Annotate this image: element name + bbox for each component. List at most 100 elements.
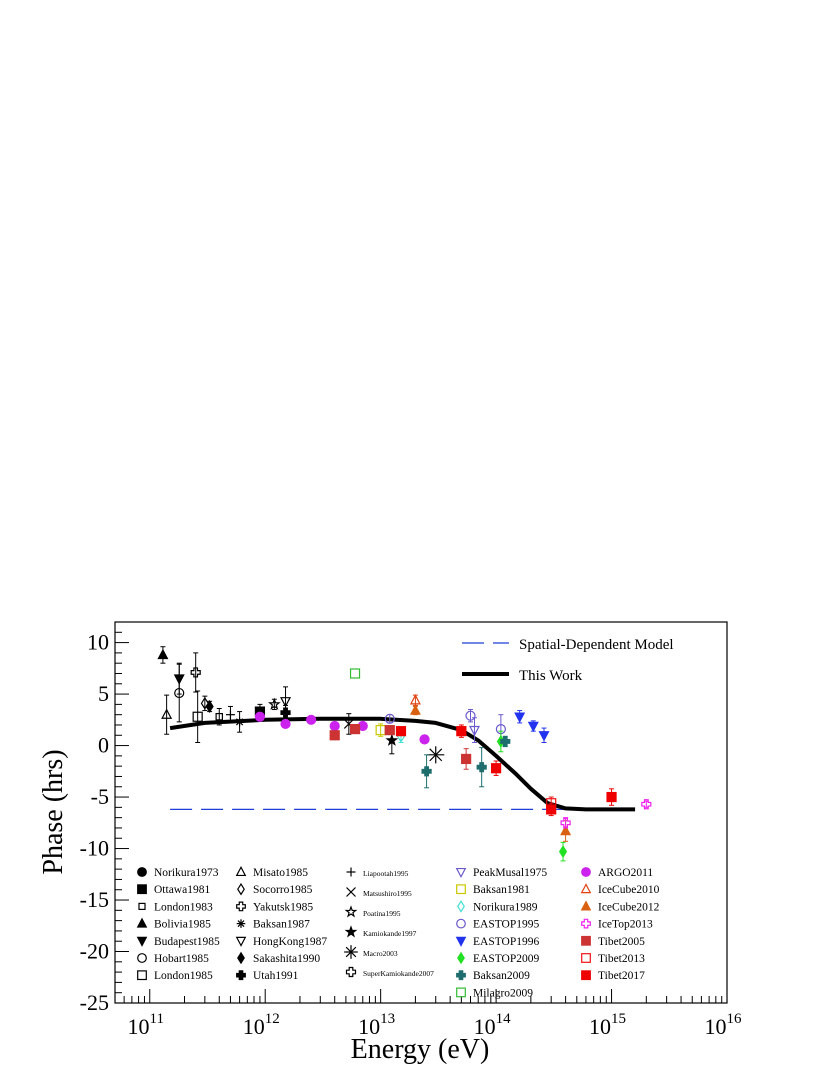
marker bbox=[306, 714, 317, 725]
marker bbox=[641, 799, 652, 810]
legend-label-this-work: This Work bbox=[519, 668, 583, 684]
point-baksan2009 bbox=[421, 754, 432, 789]
marker bbox=[491, 763, 502, 774]
legend-label-icecube2010: IceCube2010 bbox=[598, 884, 660, 896]
legend-label-misato1985: Misato1985 bbox=[253, 867, 308, 879]
point-argo2011 bbox=[419, 734, 430, 745]
plot-frame bbox=[114, 621, 728, 1004]
legend-label-eastop1996: EASTOP1996 bbox=[473, 936, 539, 948]
legend-marker-kamiokande1997 bbox=[344, 925, 358, 938]
marker bbox=[427, 746, 445, 764]
point-argo2011 bbox=[329, 720, 340, 732]
point-argo2011 bbox=[306, 714, 317, 725]
x-tick-label: 1014 bbox=[474, 1011, 511, 1039]
marker bbox=[200, 696, 209, 710]
marker bbox=[469, 725, 480, 737]
legend-label-budapest1985: Budapest1985 bbox=[154, 936, 220, 948]
legend-label-matsushiro1995: Matsushiro1995 bbox=[363, 889, 412, 898]
axes: 10 5 0 -5 -10 -15 -20 -25 1011 1012 1013 1014 1015 10… bbox=[80, 621, 743, 1039]
legend-marker-utah1991 bbox=[236, 970, 246, 981]
point-baksan1987 bbox=[235, 711, 245, 733]
marker bbox=[606, 791, 617, 803]
legend-marker-eastop1995 bbox=[456, 918, 466, 929]
x-tick-label: 1016 bbox=[705, 1011, 743, 1039]
legend-marker-hongkong1987 bbox=[235, 936, 247, 947]
legend-marker-misato1985 bbox=[235, 865, 247, 877]
marker bbox=[538, 731, 550, 742]
legend-label-ottawa1981: Ottawa1981 bbox=[154, 884, 210, 896]
x-axis-title: Energy (eV) bbox=[351, 1034, 490, 1065]
legend-label-tibet2005: Tibet2005 bbox=[598, 936, 645, 948]
point-sakashita1990 bbox=[205, 699, 214, 713]
point-eastop2009 bbox=[558, 841, 568, 862]
legend-marker-budapest1985 bbox=[136, 936, 148, 947]
point-milagro2009 bbox=[349, 668, 361, 679]
point-baksan2009 bbox=[476, 747, 487, 788]
point-macro2003 bbox=[427, 746, 445, 764]
legend-marker-sakashita1990 bbox=[237, 951, 245, 965]
legend-marker-milagro2009 bbox=[456, 987, 466, 998]
x-tick-label: 1013 bbox=[358, 1011, 395, 1039]
legend-label-icetop2013: IceTop2013 bbox=[598, 919, 653, 931]
y-axis-title: Phase (hrs) bbox=[38, 749, 69, 874]
legend-marker-superkamiokande2007 bbox=[345, 966, 357, 978]
legend-marker-eastop2009 bbox=[457, 951, 465, 965]
point-tibet2017 bbox=[606, 788, 617, 806]
marker bbox=[384, 713, 395, 724]
marker bbox=[527, 721, 539, 733]
legend-marker-norikura1973 bbox=[137, 867, 147, 877]
marker bbox=[514, 712, 526, 723]
point-yakutsk1985 bbox=[190, 652, 201, 693]
x-tick-label: 1012 bbox=[243, 1011, 280, 1039]
marker bbox=[476, 762, 487, 773]
point-icecube2010 bbox=[409, 694, 421, 706]
legend-marker-london1985 bbox=[137, 970, 147, 981]
point-eastop1996 bbox=[527, 720, 539, 733]
point-baksan2009 bbox=[500, 735, 511, 748]
legend-marker-argo2011 bbox=[581, 867, 591, 877]
legend-label-macro2003: Macro2003 bbox=[363, 949, 398, 958]
marker bbox=[456, 726, 467, 737]
point-argo2011 bbox=[357, 720, 368, 732]
legend-label-spatial-dependent-model: Spatial-Dependent Model bbox=[519, 637, 674, 653]
marker bbox=[421, 766, 432, 777]
legend-marker-norikura1989 bbox=[457, 900, 465, 913]
legend-marker-poatina1995 bbox=[344, 905, 358, 918]
legend-marker-tibet2013 bbox=[581, 953, 591, 963]
legend-marker-socorro1985 bbox=[237, 882, 245, 896]
legend-label-utah1991: Utah1991 bbox=[253, 970, 299, 982]
marker bbox=[280, 707, 291, 718]
marker bbox=[465, 710, 476, 721]
legend-marker-tibet2017 bbox=[581, 970, 591, 981]
y-tick-label: -20 bbox=[80, 939, 109, 964]
marker bbox=[280, 697, 292, 708]
legend-label-baksan2009: Baksan2009 bbox=[473, 970, 530, 982]
point-hobart1985 bbox=[174, 663, 185, 723]
marker bbox=[329, 730, 340, 741]
marker bbox=[409, 704, 421, 715]
legend-label-poatina1995: Poatina1995 bbox=[363, 909, 401, 918]
point-tibet2005 bbox=[349, 723, 361, 735]
marker bbox=[161, 708, 173, 719]
point-eastop1996 bbox=[514, 710, 526, 724]
model-curves bbox=[169, 716, 636, 812]
marker bbox=[157, 648, 169, 660]
point-tibet2005 bbox=[384, 725, 395, 736]
point-tibet2005 bbox=[329, 730, 340, 741]
marker bbox=[558, 845, 568, 859]
legend-markers: Norikura1973 Ottawa1981 London1983 Bolivia1… bbox=[136, 865, 660, 999]
legend-label-icecube2012: IceCube2012 bbox=[598, 901, 660, 913]
point-misato1985 bbox=[161, 694, 173, 735]
marker bbox=[349, 668, 361, 679]
point-tibet2005 bbox=[461, 748, 472, 770]
marker bbox=[560, 824, 572, 836]
point-eastop1995 bbox=[465, 709, 476, 723]
point-eastop1995 bbox=[384, 713, 395, 724]
marker bbox=[254, 711, 266, 722]
legend-label-bolivia1985: Bolivia1985 bbox=[154, 919, 211, 931]
marker bbox=[395, 726, 407, 737]
point-icetop2013 bbox=[560, 817, 571, 829]
legend-label-tibet2013: Tibet2013 bbox=[598, 953, 645, 965]
y-tick-label: -25 bbox=[80, 990, 109, 1015]
